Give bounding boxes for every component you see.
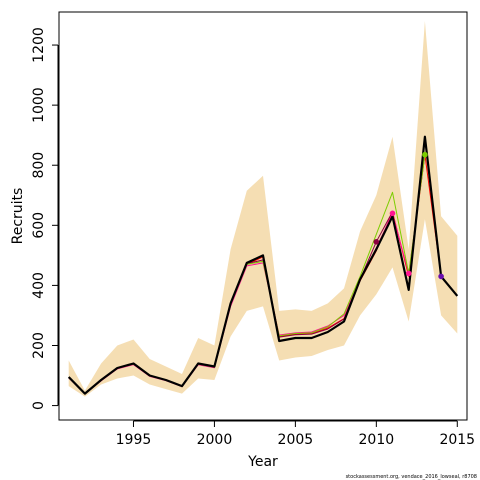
end-point-2010 xyxy=(373,239,380,245)
y-tick-label-200: 200 xyxy=(31,332,47,359)
y-tick-label-1000: 1000 xyxy=(31,87,47,123)
x-tick-label-2005: 2005 xyxy=(278,432,314,448)
y-tick-label-0: 0 xyxy=(31,401,47,410)
x-tick-label-1995: 1995 xyxy=(116,432,152,448)
x-axis-title: Year xyxy=(247,454,278,470)
end-points-layer xyxy=(373,151,444,280)
end-point-2013 xyxy=(422,151,428,158)
x-axis: 1995 2000 2005 2010 2015 xyxy=(116,420,475,448)
y-tick-label-400: 400 xyxy=(31,272,47,299)
plot-frame xyxy=(58,11,468,421)
y-axis: 0 200 400 600 800 1000 1200 xyxy=(31,27,59,410)
series-layer xyxy=(67,135,459,395)
y-tick-label-1200: 1200 xyxy=(31,27,47,63)
footnote: stockassessment.org, vendace_2016_lowsea… xyxy=(346,474,477,480)
y-tick-label-600: 600 xyxy=(31,212,47,239)
end-point-2014 xyxy=(438,273,444,280)
x-tick-label-2010: 2010 xyxy=(359,432,395,448)
end-point-2012 xyxy=(405,270,412,277)
x-tick-label-2000: 2000 xyxy=(197,432,233,448)
confidence-band xyxy=(68,21,458,397)
y-axis-title: Recruits xyxy=(10,188,26,245)
series-line-1 xyxy=(67,135,459,395)
y-tick-label-800: 800 xyxy=(31,152,47,179)
x-tick-label-2015: 2015 xyxy=(439,432,475,448)
confidence-band-layer xyxy=(68,21,458,397)
end-point-2011 xyxy=(389,210,396,217)
